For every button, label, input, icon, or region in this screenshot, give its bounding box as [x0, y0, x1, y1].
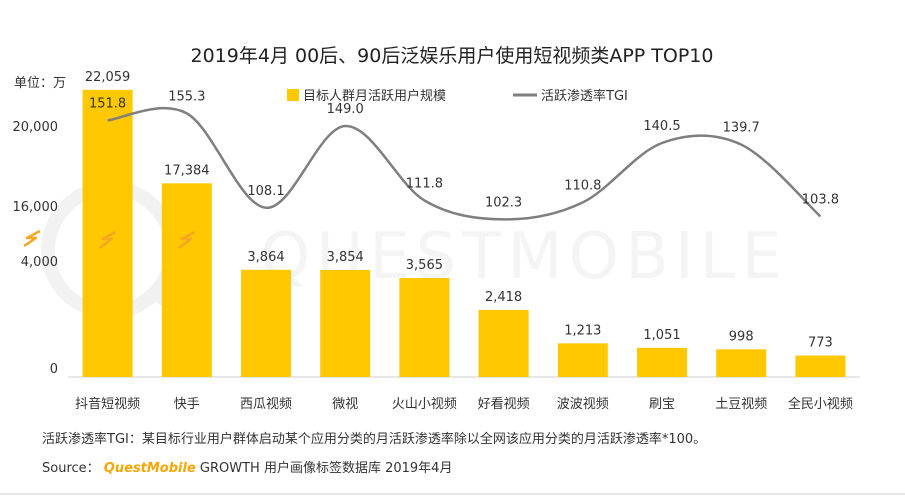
bar	[82, 89, 133, 377]
bar	[795, 355, 846, 377]
source-brand: QuestMobile	[103, 461, 196, 476]
bar	[399, 278, 450, 377]
tgi-value-label: 155.3	[168, 89, 205, 104]
bar	[161, 183, 212, 377]
tgi-value-label: 108.1	[247, 184, 284, 199]
bar-value-label: 3,864	[247, 250, 284, 265]
x-tick-label: 火山小视频	[392, 397, 457, 412]
bar-value-label: 998	[729, 329, 754, 344]
legend: 目标人群月活跃用户规模 活跃渗透率TGI	[287, 88, 628, 104]
bar-value-label: 3,565	[406, 258, 443, 273]
x-tick-label: 波波视频	[557, 397, 609, 412]
x-tick-label: 好看视频	[478, 396, 530, 412]
x-tick-label: 全民小视频	[788, 396, 853, 412]
bottom-divider	[0, 493, 905, 495]
legend-bar-label: 目标人群月活跃用户规模	[303, 88, 446, 104]
bar-break-icon	[178, 230, 196, 249]
tgi-value-label: 102.3	[485, 195, 522, 210]
x-axis-labels: 抖音短视频 快手 西瓜视频 微视 火山小视频 好看视频 波波视频 刷宝 土豆视频 全民小视频	[75, 396, 853, 412]
bar-value-label: 773	[808, 336, 833, 351]
bar	[320, 270, 371, 377]
tgi-value-label: 151.8	[89, 96, 126, 111]
bar-break-icon	[98, 230, 117, 249]
bar-value-label: 22,059	[85, 70, 131, 85]
y-axis: 20,000 16,000 4,000 0	[13, 120, 59, 377]
bar	[478, 309, 529, 377]
tgi-value-label: 103.8	[802, 192, 839, 207]
bar-value-label: 1,051	[643, 328, 680, 343]
x-tick-label: 刷宝	[649, 397, 675, 412]
tgi-line	[107, 107, 822, 221]
bar-value-label: 1,213	[564, 323, 601, 338]
unit-label: 单位：万	[14, 76, 66, 91]
axis-break-icon	[23, 229, 41, 248]
x-tick-label: 土豆视频	[715, 397, 767, 412]
bar	[557, 343, 608, 377]
y-tick-label: 4,000	[21, 255, 58, 270]
x-tick-label: 抖音短视频	[75, 396, 140, 412]
bar	[716, 349, 767, 377]
source-label: Source：	[42, 461, 100, 476]
bar	[637, 347, 687, 377]
bar-value-label: 2,418	[485, 290, 522, 305]
tgi-value-label: 140.5	[643, 119, 680, 134]
tgi-value-label: 110.8	[564, 178, 601, 193]
legend-line-label: 活跃渗透率TGI	[541, 88, 628, 104]
footnote: 活跃渗透率TGI：某目标行业用户群体启动某个应用分类的月活跃渗透率除以全网该应用…	[42, 432, 707, 447]
y-tick-label: 0	[50, 362, 58, 377]
source-line: Source： QuestMobile GROWTH 用户画像标签数据库 201…	[42, 457, 452, 476]
x-tick-label: 快手	[174, 397, 200, 412]
bar-value-label: 3,854	[327, 250, 364, 265]
x-tick-label: 微视	[332, 397, 358, 412]
legend-bar-swatch	[287, 89, 299, 101]
x-tick-label: 西瓜视频	[240, 397, 292, 412]
source-text: GROWTH 用户画像标签数据库 2019年4月	[199, 461, 453, 476]
bar	[241, 269, 291, 377]
tgi-value-label: 149.0	[327, 102, 364, 117]
chart-canvas: QUESTMOBILE 2019年4月 00后、90后泛娱乐用户使用短视频类AP…	[13, 45, 860, 412]
y-tick-label: 16,000	[13, 200, 59, 215]
y-tick-label: 20,000	[13, 120, 59, 135]
bar-series: 22,059 17,384 3,864 3,854 3,565 2,418 1,213 1,0…	[82, 70, 846, 377]
line-series: 151.8 155.3 108.1 149.0 111.8 102.3 110.8 140.5…	[89, 89, 839, 221]
chart-title: 2019年4月 00后、90后泛娱乐用户使用短视频类APP TOP10	[191, 45, 714, 67]
bar-value-label: 17,384	[164, 163, 210, 178]
tgi-value-label: 111.8	[406, 176, 443, 191]
tgi-value-label: 139.7	[723, 121, 760, 136]
